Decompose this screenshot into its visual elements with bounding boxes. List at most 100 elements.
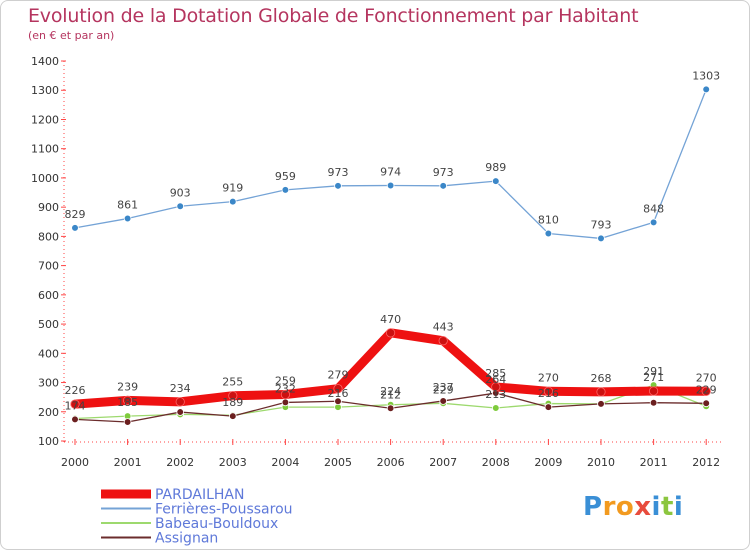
data-point xyxy=(175,397,185,407)
data-point xyxy=(228,391,238,401)
data-label: 216 xyxy=(538,387,559,400)
legend-item-label: Babeau-Bouldoux xyxy=(155,516,278,532)
data-point xyxy=(176,408,185,416)
data-label: 974 xyxy=(380,166,401,179)
logo-letter: P xyxy=(583,492,603,522)
data-label: 973 xyxy=(433,166,454,179)
data-point xyxy=(702,85,710,94)
data-point xyxy=(334,182,342,190)
data-point xyxy=(385,328,396,338)
data-point xyxy=(596,387,606,397)
data-label: 224 xyxy=(380,385,401,398)
data-label: 270 xyxy=(696,371,717,384)
data-point xyxy=(176,202,185,211)
y-tick-label: 1400 xyxy=(31,55,59,68)
y-tick-label: 900 xyxy=(38,201,59,214)
data-point xyxy=(123,214,132,223)
data-point xyxy=(544,403,553,411)
y-tick-label: 800 xyxy=(38,230,59,243)
data-point xyxy=(229,412,237,420)
data-point xyxy=(544,229,553,238)
data-label: 216 xyxy=(328,387,349,400)
data-point xyxy=(229,197,237,206)
x-tick-label: 2004 xyxy=(271,456,299,469)
data-label: 270 xyxy=(538,371,559,384)
logo-letter: i xyxy=(673,492,684,522)
data-point xyxy=(649,218,658,227)
data-point xyxy=(70,399,80,409)
data-point xyxy=(123,395,133,405)
x-tick-label: 2006 xyxy=(377,456,405,469)
data-label: 470 xyxy=(380,313,401,326)
logo-letter: t xyxy=(660,492,674,522)
data-point xyxy=(280,389,290,400)
x-tick-label: 2009 xyxy=(534,456,562,469)
data-label: 239 xyxy=(117,380,138,393)
data-point xyxy=(334,397,342,406)
x-tick-label: 2002 xyxy=(166,456,194,469)
y-tick-label: 1200 xyxy=(31,113,59,126)
data-point xyxy=(123,418,132,426)
proxiti-logo: Proxiti xyxy=(583,492,683,522)
data-label: 973 xyxy=(328,166,349,179)
data-point xyxy=(439,397,448,405)
data-label: 1303 xyxy=(692,69,720,82)
data-label: 255 xyxy=(222,376,243,389)
data-point xyxy=(386,181,395,190)
data-point xyxy=(333,384,343,394)
data-label: 185 xyxy=(117,396,138,409)
data-point xyxy=(597,234,605,243)
data-label: 989 xyxy=(485,161,506,174)
x-tick-label: 2003 xyxy=(219,456,247,469)
y-tick-label: 500 xyxy=(38,318,59,331)
data-label: 234 xyxy=(170,382,191,395)
y-tick-label: 300 xyxy=(38,377,59,390)
data-label: 279 xyxy=(328,369,349,382)
data-label: 213 xyxy=(485,388,506,401)
data-label: 285 xyxy=(485,367,506,380)
chart-subtitle: (en € et par an) xyxy=(28,29,115,42)
data-label: 232 xyxy=(275,382,296,395)
data-label: 959 xyxy=(275,170,296,183)
data-point xyxy=(702,399,710,408)
data-label: 829 xyxy=(65,208,86,221)
data-point xyxy=(649,398,658,407)
data-label: 861 xyxy=(117,199,138,212)
legend-item-label: PARDAILHAN xyxy=(155,487,244,503)
chart-title: Evolution de la Dotation Globale de Fonc… xyxy=(28,5,639,27)
data-point xyxy=(281,186,290,194)
x-tick-label: 2000 xyxy=(61,456,89,469)
x-tick-label: 2012 xyxy=(692,456,720,469)
data-label: 443 xyxy=(433,321,454,334)
series-line xyxy=(74,88,707,240)
data-label: 212 xyxy=(380,388,401,401)
data-point xyxy=(438,336,448,346)
logo-letter: i xyxy=(651,492,661,522)
y-tick-label: 400 xyxy=(38,347,59,360)
x-tick-label: 2001 xyxy=(114,456,142,469)
data-label: 903 xyxy=(170,186,191,199)
data-point xyxy=(491,404,500,412)
data-label: 919 xyxy=(222,182,243,195)
x-tick-label: 2007 xyxy=(429,456,457,469)
y-tick-label: 700 xyxy=(38,260,59,273)
data-label: 229 xyxy=(433,383,454,396)
data-point xyxy=(491,177,500,185)
data-label: 848 xyxy=(643,202,664,215)
data-point xyxy=(648,386,659,396)
y-tick-label: 600 xyxy=(38,289,59,302)
logo-letter: x xyxy=(634,492,652,522)
data-label: 229 xyxy=(696,383,717,396)
logo-letter: r xyxy=(602,492,616,522)
data-label: 174 xyxy=(65,399,86,412)
data-label: 810 xyxy=(538,213,559,226)
x-tick-label: 2008 xyxy=(482,456,510,469)
x-tick-label: 2010 xyxy=(587,456,615,469)
data-point xyxy=(71,224,79,232)
data-label: 271 xyxy=(643,371,664,384)
data-point xyxy=(439,182,448,190)
data-label: 226 xyxy=(65,384,86,397)
y-tick-label: 200 xyxy=(38,406,59,419)
